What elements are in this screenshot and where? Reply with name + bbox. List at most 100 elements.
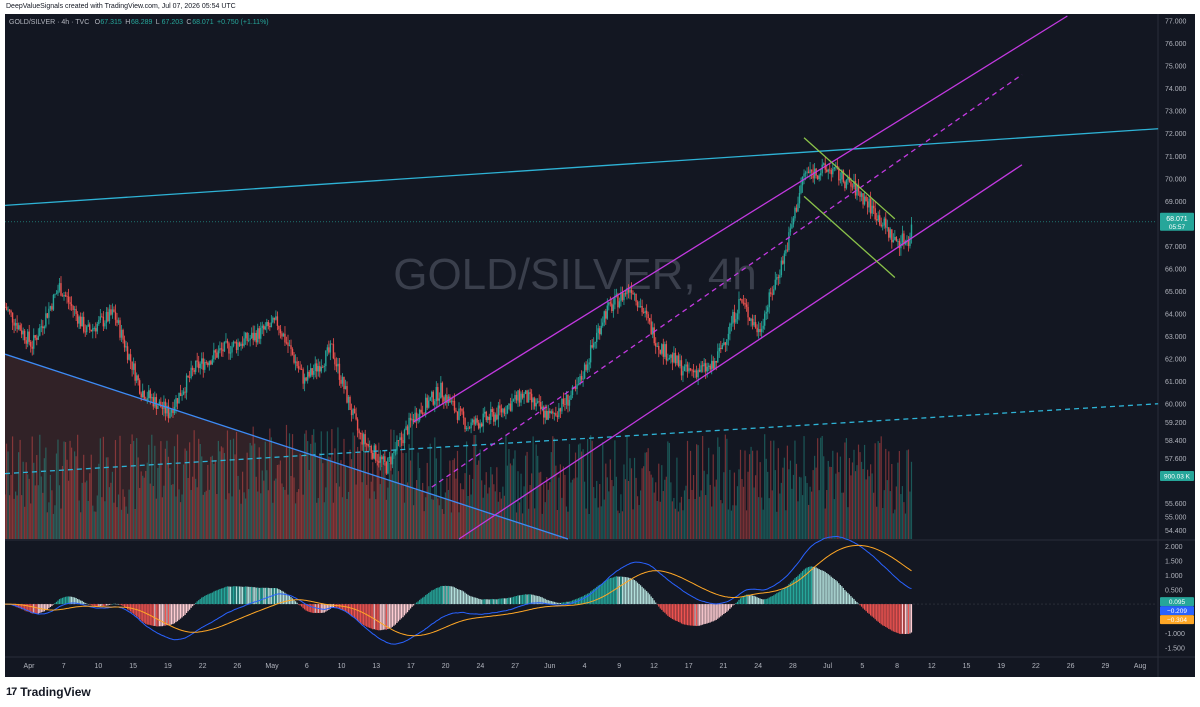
volume-bar <box>133 440 135 539</box>
macd-histogram-bar <box>789 582 792 605</box>
candle-body <box>247 340 250 341</box>
volume-bar <box>523 486 525 539</box>
volume-bar <box>123 496 126 539</box>
volume-bar <box>81 482 83 539</box>
volume-bar <box>72 469 74 539</box>
tradingview-logo[interactable]: 17 TradingView <box>6 685 91 699</box>
volume-bar <box>364 437 366 539</box>
macd-histogram-bar <box>128 604 130 611</box>
volume-bar <box>182 464 185 539</box>
volume-bar <box>776 511 778 539</box>
candle-body <box>291 349 294 355</box>
candle-body <box>533 398 536 407</box>
macd-histogram-bar <box>388 604 390 629</box>
volume-bar <box>296 492 298 539</box>
candle-body <box>226 340 229 344</box>
macd-histogram-bar <box>733 604 736 605</box>
macd-histogram-bar <box>655 602 657 605</box>
volume-bar <box>313 429 315 539</box>
volume-bar <box>372 462 374 539</box>
candle-body <box>529 392 531 394</box>
volume-bar <box>830 467 832 539</box>
candle-body <box>55 293 58 295</box>
price-axis: 77.00076.00075.00074.00073.00072.00071.0… <box>1165 19 1187 535</box>
macd-histogram-bar <box>727 604 729 611</box>
candle-body <box>382 456 385 460</box>
candle-body <box>214 350 217 353</box>
volume-bar <box>685 485 687 539</box>
macd-histogram-bar <box>665 604 667 615</box>
volume-bar <box>193 430 195 539</box>
candle-body <box>51 306 53 310</box>
volume-bar <box>903 502 905 539</box>
candle-body <box>309 368 312 377</box>
candle-body <box>365 443 368 445</box>
candle-body <box>155 397 158 410</box>
candle-body <box>438 398 441 401</box>
candle-body <box>20 330 23 335</box>
volume-bar <box>585 508 587 539</box>
volume-bar <box>426 462 428 539</box>
candle-body <box>608 302 610 306</box>
time-tick-label: 12 <box>928 663 936 670</box>
candle-body <box>467 427 469 429</box>
macd-histogram-bar <box>711 604 713 622</box>
macd-histogram-bar <box>108 604 111 605</box>
volume-bar <box>797 501 799 539</box>
candle-body <box>872 205 875 209</box>
macd-histogram-bar <box>119 604 121 605</box>
macd-histogram-bar <box>166 604 168 626</box>
volume-bar <box>409 460 412 539</box>
macd-histogram-bar <box>823 570 825 605</box>
macd-histogram-bar <box>45 604 47 611</box>
volume-bar <box>405 452 407 539</box>
candle-body <box>328 347 330 353</box>
macd-histogram-bar <box>450 586 453 605</box>
macd-histogram-bar <box>57 600 59 605</box>
candle-body <box>623 293 625 301</box>
macd-histogram-bar <box>273 588 275 605</box>
candle-body <box>735 319 737 323</box>
volume-bar <box>732 505 734 539</box>
candle-body <box>553 413 556 414</box>
candle-body <box>819 173 822 176</box>
candle-body <box>86 326 88 333</box>
volume-bar <box>555 465 557 539</box>
macd-histogram-bar <box>708 604 710 623</box>
candle-body <box>340 379 342 384</box>
volume-bar <box>21 495 23 539</box>
macd-histogram-bar <box>120 604 123 606</box>
macd-histogram-bar <box>873 604 875 618</box>
volume-bar <box>28 478 30 539</box>
candle-body <box>869 198 872 214</box>
macd-histogram-bar <box>246 586 248 605</box>
candle-body <box>594 342 596 344</box>
macd-histogram-bar <box>679 604 681 623</box>
candle-body <box>30 341 32 347</box>
candle-body <box>667 359 669 361</box>
volume-bar <box>116 507 118 539</box>
price-tick-label: 65.000 <box>1165 289 1187 296</box>
macd-histogram-bar <box>582 596 584 605</box>
candle-body <box>76 314 79 324</box>
drawing-trendline-dashed <box>5 403 1159 475</box>
candle-body <box>691 369 693 371</box>
volume-bar <box>19 439 21 539</box>
volume-bar <box>285 424 288 539</box>
volume-bar <box>901 486 904 539</box>
volume-bar <box>420 491 422 539</box>
macd-histogram-bar <box>435 588 437 605</box>
volume-bar <box>679 502 681 539</box>
chart-area[interactable]: GOLD/SILVER, 4h 77.000 76.000 75.000 74.000 7… <box>5 14 1195 677</box>
time-tick-label: 17 <box>407 663 415 670</box>
macd-histogram-bar <box>372 604 374 630</box>
time-tick-label: 27 <box>511 663 519 670</box>
macd-histogram-bar <box>275 588 277 605</box>
chart-canvas[interactable]: GOLD/SILVER, 4h77.00076.00075.00074.0007… <box>5 14 1195 677</box>
candle-body <box>255 332 257 343</box>
candle-body <box>751 318 754 326</box>
volume-bar <box>382 459 384 539</box>
time-tick-label: 17 <box>685 663 693 670</box>
macd-histogram-bar <box>867 604 869 613</box>
volume-bar <box>750 446 752 539</box>
